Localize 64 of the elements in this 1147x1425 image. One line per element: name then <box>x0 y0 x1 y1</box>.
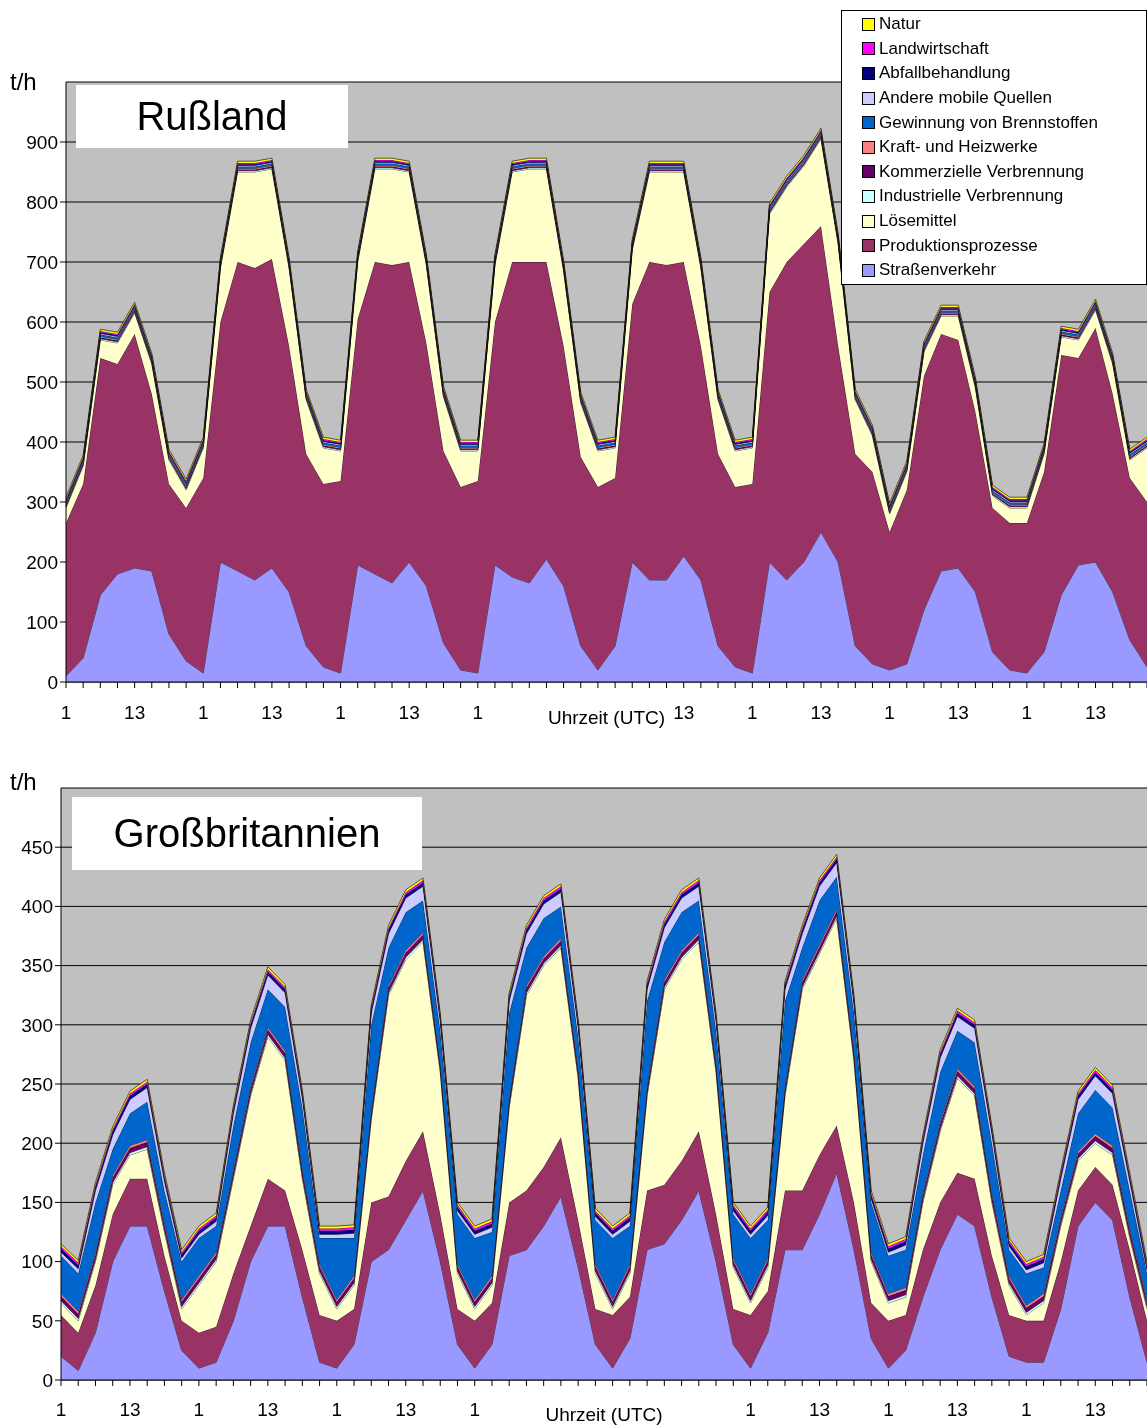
x-tick-label: 1 <box>469 1399 480 1421</box>
y-tick-label: 50 <box>31 1310 53 1332</box>
legend-label: Lösemittel <box>879 211 957 232</box>
x-tick-label: 1 <box>335 702 346 724</box>
x-tick-label: 1 <box>55 1399 67 1421</box>
x-tick-label: 13 <box>124 702 146 724</box>
y-tick-label: 800 <box>26 191 58 213</box>
y-tick-label: 400 <box>21 896 53 918</box>
y-tick-label: 900 <box>26 131 58 153</box>
legend-label: Gewinnung von Brennstoffen <box>879 112 1098 133</box>
x-tick-label: 13 <box>261 702 283 724</box>
y-axis-title: t/h <box>10 768 37 796</box>
legend-label: Kraft- und Heizwerke <box>879 137 1038 158</box>
legend-label: Straßenverkehr <box>879 260 997 281</box>
legend-label: Natur <box>879 14 921 35</box>
y-tick-label: 450 <box>21 836 53 858</box>
x-tick-label: 13 <box>119 1399 141 1421</box>
y-tick-label: 300 <box>26 491 58 513</box>
x-axis-title: Uhrzeit (UTC) <box>547 707 666 728</box>
y-tick-label: 500 <box>26 371 58 393</box>
x-axis-title: Uhrzeit (UTC) <box>545 1404 663 1425</box>
legend-label: Landwirtschaft <box>879 38 989 59</box>
x-tick-label: 13 <box>673 702 695 724</box>
x-tick-label: 13 <box>257 1399 279 1421</box>
y-tick-label: 0 <box>42 1369 53 1391</box>
x-tick-label: 1 <box>1021 1399 1032 1421</box>
x-tick-label: 13 <box>398 702 420 724</box>
x-tick-label: 1 <box>60 702 72 724</box>
x-tick-label: 1 <box>883 1399 894 1421</box>
y-tick-label: 300 <box>21 1014 53 1036</box>
y-tick-label: 150 <box>21 1192 53 1214</box>
legend-label: Industrielle Verbrennung <box>879 186 1064 207</box>
legend-label: Produktionsprozesse <box>879 235 1038 256</box>
x-tick-label: 13 <box>946 1399 968 1421</box>
x-tick-label: 1 <box>745 1399 756 1421</box>
chart-title: Rußland <box>76 85 348 148</box>
x-tick-label: 1 <box>331 1399 343 1421</box>
y-tick-label: 0 <box>47 671 58 693</box>
y-axis-title: t/h <box>10 68 37 96</box>
y-tick-label: 600 <box>26 311 58 333</box>
x-tick-label: 13 <box>395 1399 417 1421</box>
y-tick-label: 400 <box>26 431 58 453</box>
x-tick-label: 1 <box>747 702 758 724</box>
x-tick-label: 1 <box>884 702 895 724</box>
x-tick-label: 13 <box>1084 702 1107 724</box>
y-tick-label: 100 <box>21 1251 53 1273</box>
legend-label: Andere mobile Quellen <box>879 88 1052 109</box>
x-tick-label: 13 <box>1084 1399 1106 1421</box>
y-tick-label: 250 <box>21 1073 53 1095</box>
x-tick-label: 1 <box>472 702 484 724</box>
y-tick-label: 200 <box>21 1132 53 1154</box>
y-tick-label: 350 <box>21 955 53 977</box>
x-tick-label: 1 <box>1021 702 1033 724</box>
legend-label: Kommerzielle Verbrennung <box>879 161 1085 182</box>
text: Großbritannien <box>72 797 422 870</box>
x-tick-label: 1 <box>193 1399 205 1421</box>
y-tick-label: 700 <box>26 251 58 273</box>
legend-label: Abfallbehandlung <box>879 63 1011 84</box>
y-tick-label: 100 <box>26 611 58 633</box>
x-tick-label: 13 <box>947 702 969 724</box>
x-tick-label: 13 <box>808 1399 831 1421</box>
y-tick-label: 200 <box>26 551 58 573</box>
x-tick-label: 13 <box>810 702 832 724</box>
x-tick-label: 1 <box>197 702 209 724</box>
